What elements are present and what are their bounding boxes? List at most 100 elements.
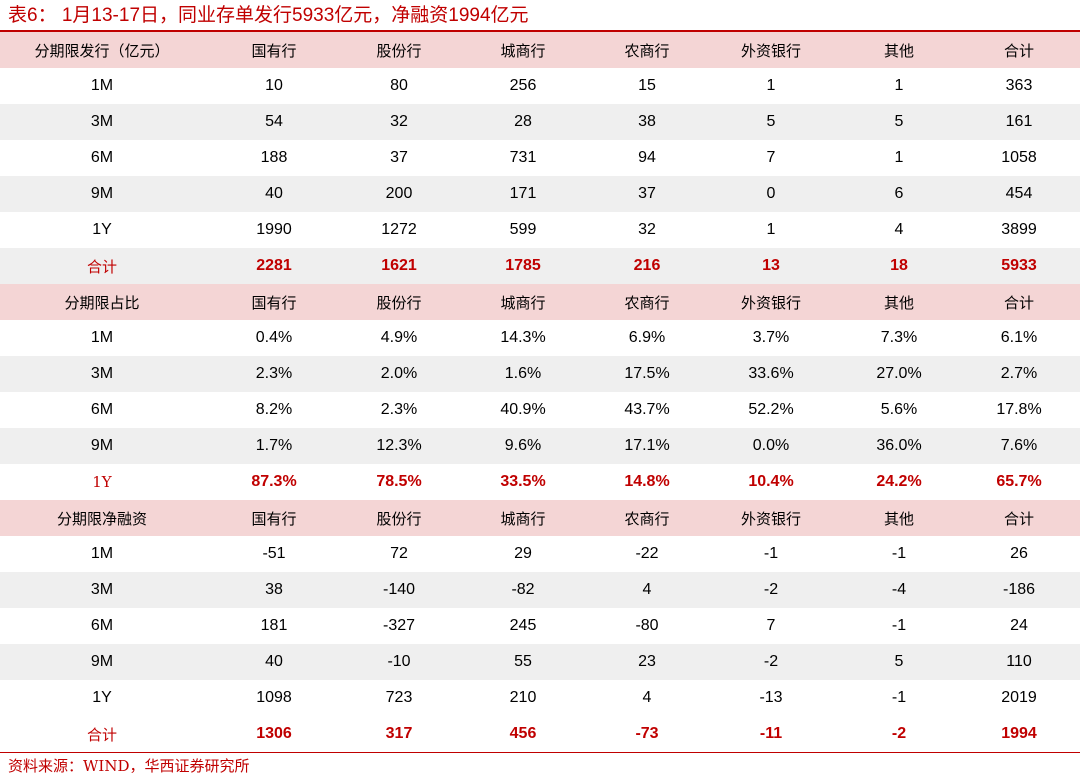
table-cell: 4 xyxy=(642,689,652,706)
table-cell: 15 xyxy=(638,77,656,94)
table-cell: 9.6% xyxy=(454,428,592,464)
table-cell: 2.0% xyxy=(344,356,454,392)
row-label: 1Y xyxy=(92,473,112,491)
table-cell: 2.7% xyxy=(958,356,1080,392)
table-cell: 14.3% xyxy=(500,329,546,346)
table-cell: 1994 xyxy=(1001,725,1037,742)
row-label: 3M xyxy=(0,572,204,608)
table-cell: 1058 xyxy=(1001,149,1037,166)
table-cell: -327 xyxy=(382,617,416,634)
table-row: 1M -51 72 29 -22 -1 -1 26 xyxy=(0,536,1080,572)
table-cell: 1098 xyxy=(256,689,292,706)
column-header: 其他 xyxy=(840,32,958,68)
row-label: 6M xyxy=(90,401,114,418)
table-cell: 43.7% xyxy=(624,401,670,418)
table-cell: -186 xyxy=(958,572,1080,608)
table-cell: -10 xyxy=(344,644,454,680)
table-cell: -1 xyxy=(891,617,907,634)
table-cell: 5933 xyxy=(958,248,1080,284)
column-header: 合计 xyxy=(958,32,1080,68)
table-row: 3M 54 32 28 38 5 5 161 xyxy=(0,104,1080,140)
table-cell: 1 xyxy=(766,77,776,94)
table-cell: 456 xyxy=(509,725,537,742)
column-header: 国有行 xyxy=(204,500,344,536)
table-cell: -1 xyxy=(763,545,779,562)
table-cell: 65.7% xyxy=(996,473,1042,490)
table-row: 1M 10 80 256 15 1 1 363 xyxy=(0,68,1080,104)
row-label: 9M xyxy=(0,644,204,680)
table-cell: -82 xyxy=(454,572,592,608)
section-header-row: 分期限占比 国有行 股份行 城商行 农商行 外资银行 其他 合计 xyxy=(0,284,1080,320)
column-header: 外资银行 xyxy=(702,32,840,68)
table-row: 1M 0.4% 4.9% 14.3% 6.9% 3.7% 7.3% 6.1% xyxy=(0,320,1080,356)
table-cell: 5.6% xyxy=(880,401,918,418)
column-header: 城商行 xyxy=(454,500,592,536)
table-cell: -1 xyxy=(891,545,907,562)
table-cell: 7 xyxy=(766,617,776,634)
row-label: 9M xyxy=(0,428,204,464)
column-header: 农商行 xyxy=(592,32,702,68)
table-cell: 0 xyxy=(702,176,840,212)
table-cell: 216 xyxy=(592,248,702,284)
table-cell: 5 xyxy=(840,644,958,680)
column-header: 城商行 xyxy=(454,32,592,68)
interbank-cd-table: 分期限发行（亿元） 国有行 股份行 城商行 农商行 外资银行 其他 合计 1M 10 80 256 15… xyxy=(0,32,1080,752)
row-label: 1M xyxy=(90,545,114,562)
table-row: 9M 1.7% 12.3% 9.6% 17.1% 0.0% 36.0% 7.6% xyxy=(0,428,1080,464)
table-cell: 1.7% xyxy=(204,428,344,464)
table-cell: -22 xyxy=(635,545,659,562)
table-row: 3M 38 -140 -82 4 -2 -4 -186 xyxy=(0,572,1080,608)
column-header: 国有行 xyxy=(204,284,344,320)
table-cell: 161 xyxy=(958,104,1080,140)
row-label: 3M xyxy=(0,104,204,140)
table-cell: 72 xyxy=(390,545,408,562)
table-cell: 38 xyxy=(204,572,344,608)
table-cell: 454 xyxy=(958,176,1080,212)
total-row: 合计 2281 1621 1785 216 13 18 5933 xyxy=(0,248,1080,284)
table-cell: -1 xyxy=(891,689,907,706)
table-cell: 6.1% xyxy=(1000,329,1038,346)
bottom-rule xyxy=(0,752,1080,753)
table-cell: 37 xyxy=(592,176,702,212)
table-cell: 94 xyxy=(638,149,656,166)
column-header: 国有行 xyxy=(204,32,344,68)
table-cell: 7.3% xyxy=(880,329,918,346)
table-row: 6M 181 -327 245 -80 7 -1 24 xyxy=(0,608,1080,644)
table-cell: 40.9% xyxy=(500,401,546,418)
table-cell: 6 xyxy=(840,176,958,212)
table-cell: 5 xyxy=(702,104,840,140)
table-cell: 87.3% xyxy=(251,473,297,490)
row-label: 6M xyxy=(90,617,114,634)
table-cell: 210 xyxy=(509,689,537,706)
table-cell: 33.5% xyxy=(500,473,546,490)
table-cell: 17.5% xyxy=(592,356,702,392)
section-title: 分期限发行（亿元） xyxy=(0,32,204,68)
table-cell: 1 xyxy=(894,77,904,94)
table-cell: 10.4% xyxy=(748,473,794,490)
table-cell: 1306 xyxy=(256,725,292,742)
table-cell: 54 xyxy=(204,104,344,140)
column-header: 农商行 xyxy=(592,284,702,320)
table-cell: 1272 xyxy=(381,221,417,238)
table-cell: 1990 xyxy=(256,221,292,238)
table-cell: 36.0% xyxy=(840,428,958,464)
table-cell: 7.6% xyxy=(958,428,1080,464)
column-header: 股份行 xyxy=(344,500,454,536)
table-cell: 24.2% xyxy=(876,473,922,490)
section-header-row: 分期限发行（亿元） 国有行 股份行 城商行 农商行 外资银行 其他 合计 xyxy=(0,32,1080,68)
table-cell: 27.0% xyxy=(840,356,958,392)
table-cell: 80 xyxy=(390,77,408,94)
table-row: 1Y 1098 723 210 4 -13 -1 2019 xyxy=(0,680,1080,716)
column-header: 城商行 xyxy=(454,284,592,320)
table-cell: 7 xyxy=(766,149,776,166)
table-cell: 24 xyxy=(1010,617,1028,634)
table-cell: 17.1% xyxy=(592,428,702,464)
table-cell: 2.3% xyxy=(380,401,418,418)
row-label: 1M xyxy=(90,77,114,94)
table-cell: 1 xyxy=(894,149,904,166)
table-cell: 363 xyxy=(1005,77,1033,94)
table-cell: 40 xyxy=(204,176,344,212)
table-cell: 23 xyxy=(592,644,702,680)
table-row: 9M 40 200 171 37 0 6 454 xyxy=(0,176,1080,212)
table-cell: 110 xyxy=(958,644,1080,680)
